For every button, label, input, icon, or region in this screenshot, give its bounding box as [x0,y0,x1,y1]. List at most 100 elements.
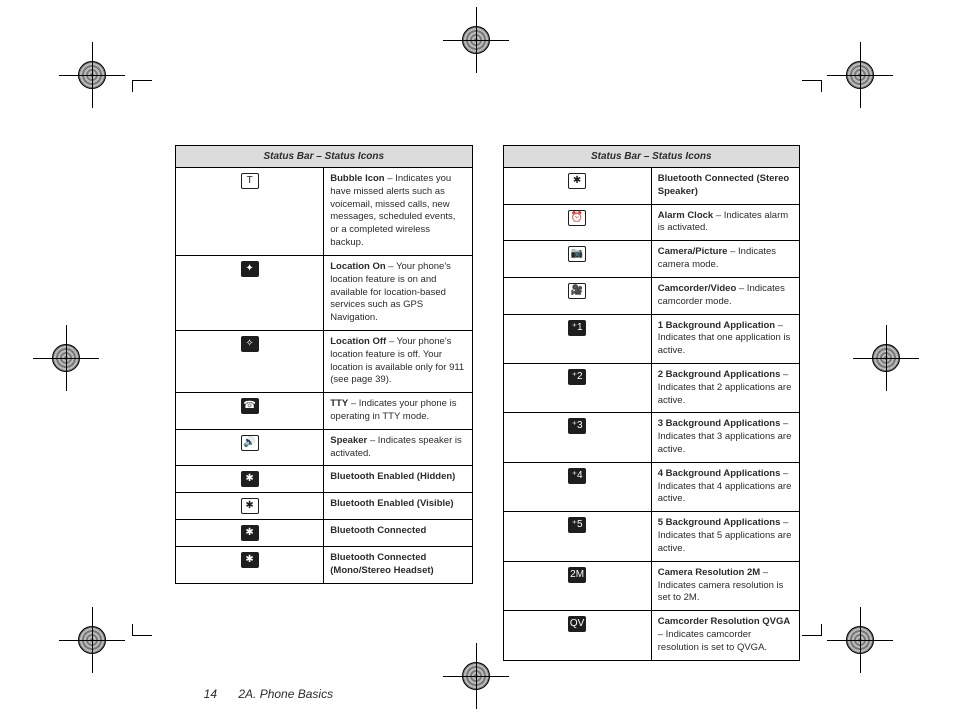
table-row: ⁺11 Background Application – Indicates t… [503,314,800,363]
status-term: Bluetooth Connected (Stereo Speaker) [658,173,789,197]
table-row: 📷 Camera/Picture – Indicates camera mode. [503,241,800,278]
status-icon: ⁺4 [568,468,586,484]
crop-mark [132,624,152,636]
table-row: ✱ Bluetooth Enabled (Hidden) [176,466,473,493]
status-icon: ☎ [241,398,259,414]
reg-mark [73,621,111,659]
reg-mark [47,339,85,377]
status-icon: ✱ [241,498,259,514]
status-desc-cell: 4 Background Applications – Indicates th… [651,462,799,511]
reg-mark [841,56,879,94]
crop-mark [132,80,152,92]
status-desc-cell: 1 Background Application – Indicates tha… [651,314,799,363]
table-body-right: ✱ Bluetooth Connected (Stereo Speaker) ⏰ Al… [503,168,800,661]
status-term: Speaker [330,435,367,446]
table-row: ⁺2 2 Background Applications – Indicates … [503,363,800,412]
status-icon: ⏰ [568,210,586,226]
table-row: 2MCamera Resolution 2M – Indicates camer… [503,561,800,610]
status-icon-cell: ✱ [176,493,324,520]
status-icon-cell: ⏰ [503,204,651,241]
status-desc-cell: Camera/Picture – Indicates camera mode. [651,241,799,278]
status-icon: 2M [568,567,586,583]
status-term: 5 Background Applications [658,517,781,528]
table-row: ✱ Bluetooth Enabled (Visible) [176,493,473,520]
status-term: Bluetooth Enabled (Hidden) [330,471,455,482]
status-desc-cell: Bubble Icon – Indicates you have missed … [324,168,472,256]
table-row: ⁺4 4 Background Applications – Indicates … [503,462,800,511]
table-row: ✱Bluetooth Connected (Mono/Stereo Headse… [176,547,473,584]
status-icon-cell: 📷 [503,241,651,278]
status-term: Bluetooth Enabled (Visible) [330,498,453,509]
status-icon: ✱ [241,471,259,487]
status-icon-cell: ⁺5 [503,512,651,561]
status-term: 3 Background Applications [658,418,781,429]
table-row: ☎TTY – Indicates your phone is operating… [176,393,473,430]
status-icon-cell: 🔊 [176,429,324,466]
status-icon: ⁺5 [568,517,586,533]
status-desc-cell: Camcorder Resolution QVGA – Indicates ca… [651,611,799,660]
status-term: Camera/Picture [658,246,728,257]
table-row: ⁺5 5 Background Applications – Indicates … [503,512,800,561]
status-term: Camcorder/Video [658,283,737,294]
status-icon: 🎥 [568,283,586,299]
reg-mark [73,56,111,94]
status-desc-cell: Bluetooth Enabled (Visible) [324,493,472,520]
table-row: ⏰ Alarm Clock – Indicates alarm is activa… [503,204,800,241]
table-row: 🔊 Speaker – Indicates speaker is activate… [176,429,473,466]
status-term: Bluetooth Connected [330,525,426,536]
status-term: Camera Resolution 2M [658,567,760,578]
table-row: T Bubble Icon – Indicates you have missed… [176,168,473,256]
status-icon: ✦ [241,261,259,277]
status-term: TTY [330,398,348,409]
status-icon-cell: ⁺2 [503,363,651,412]
table-header: Status Bar – Status Icons [503,146,800,168]
status-icon-cell: ✱ [176,520,324,547]
crop-mark [802,624,822,636]
status-icon: ⁺3 [568,418,586,434]
page-number: 14 [175,687,235,701]
status-icon-cell: ✱ [503,168,651,205]
page-footer: 14 2A. Phone Basics [175,687,800,701]
reg-mark [457,21,495,59]
status-icons-table-right: Status Bar – Status Icons ✱ Bluetooth Con… [503,145,801,661]
table-row: ✧Location Off – Your phone's location fe… [176,330,473,392]
table-row: ✱ Bluetooth Connected [176,520,473,547]
status-desc-cell: Bluetooth Enabled (Hidden) [324,466,472,493]
status-icon: ✱ [241,525,259,541]
status-desc-cell: Bluetooth Connected [324,520,472,547]
status-desc-cell: 3 Background Applications – Indicates th… [651,413,799,462]
table-row: ✦ Location On – Your phone's location fea… [176,255,473,330]
status-desc-cell: 2 Background Applications – Indicates th… [651,363,799,412]
status-term: Camcorder Resolution QVGA [658,616,791,627]
status-term: 1 Background Application [658,320,775,331]
status-term: Bluetooth Connected (Mono/Stereo Headset… [330,552,433,576]
status-icon: 🔊 [241,435,259,451]
table-row: ✱ Bluetooth Connected (Stereo Speaker) [503,168,800,205]
page-body: Status Bar – Status Icons T Bubble Icon –… [175,145,800,701]
reg-mark [867,339,905,377]
status-icon-cell: ☎ [176,393,324,430]
table-header: Status Bar – Status Icons [176,146,473,168]
status-icon-cell: 🎥 [503,277,651,314]
status-icon: T [241,173,259,189]
status-term: Location On [330,261,385,272]
status-term: Bubble Icon [330,173,384,184]
section-title: 2A. Phone Basics [238,687,333,701]
status-term: 2 Background Applications [658,369,781,380]
status-icon: ⁺2 [568,369,586,385]
status-icon-cell: 2M [503,561,651,610]
status-icon-cell: ✧ [176,330,324,392]
crop-mark [802,80,822,92]
status-desc-cell: Location On – Your phone's location feat… [324,255,472,330]
status-icon-cell: QV [503,611,651,660]
status-desc-cell: Speaker – Indicates speaker is activated… [324,429,472,466]
table-row: QVCamcorder Resolution QVGA – Indicates … [503,611,800,660]
status-desc-cell: Alarm Clock – Indicates alarm is activat… [651,204,799,241]
status-icon-cell: ⁺3 [503,413,651,462]
status-icon: 📷 [568,246,586,262]
status-icon-cell: ✦ [176,255,324,330]
status-icons-table-left: Status Bar – Status Icons T Bubble Icon –… [175,145,473,584]
status-icon: ✱ [568,173,586,189]
status-icon-cell: ⁺4 [503,462,651,511]
status-desc-cell: 5 Background Applications – Indicates th… [651,512,799,561]
